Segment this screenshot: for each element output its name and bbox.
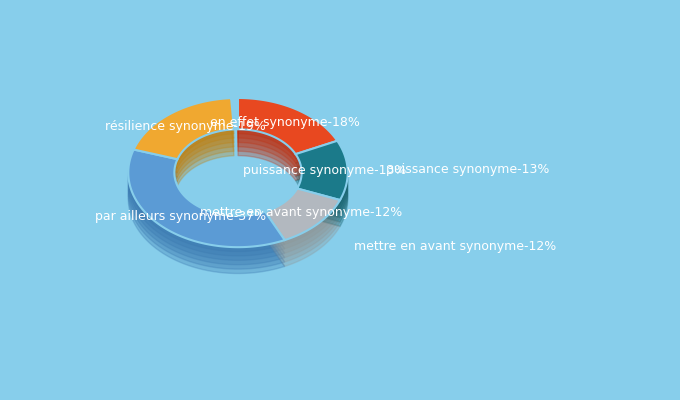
- Polygon shape: [129, 167, 285, 265]
- Polygon shape: [296, 163, 347, 222]
- Polygon shape: [134, 102, 234, 164]
- Polygon shape: [265, 206, 340, 258]
- Polygon shape: [129, 163, 285, 260]
- Polygon shape: [265, 215, 340, 266]
- Text: mettre en avant synonyme-12%: mettre en avant synonyme-12%: [200, 206, 403, 220]
- Polygon shape: [129, 172, 285, 269]
- Polygon shape: [296, 167, 347, 226]
- Polygon shape: [265, 193, 340, 244]
- Polygon shape: [238, 116, 337, 172]
- Polygon shape: [134, 98, 234, 159]
- Polygon shape: [296, 145, 347, 204]
- Polygon shape: [296, 158, 347, 218]
- Polygon shape: [265, 188, 340, 240]
- Polygon shape: [129, 176, 285, 274]
- Polygon shape: [296, 141, 347, 200]
- Polygon shape: [129, 154, 285, 252]
- Polygon shape: [265, 210, 340, 262]
- Text: mettre en avant synonyme-12%: mettre en avant synonyme-12%: [354, 240, 556, 253]
- Polygon shape: [134, 120, 234, 181]
- Polygon shape: [238, 98, 337, 154]
- Text: résilience synonyme-19%: résilience synonyme-19%: [105, 120, 265, 132]
- Text: puissance synonyme-13%: puissance synonyme-13%: [243, 164, 407, 177]
- Polygon shape: [129, 150, 285, 247]
- Polygon shape: [265, 197, 340, 249]
- Polygon shape: [238, 124, 337, 180]
- Polygon shape: [134, 116, 234, 177]
- Polygon shape: [265, 202, 340, 253]
- Polygon shape: [129, 158, 285, 256]
- Text: par ailleurs synonyme-37%: par ailleurs synonyme-37%: [95, 210, 267, 223]
- Polygon shape: [296, 150, 347, 209]
- Polygon shape: [134, 111, 234, 172]
- Polygon shape: [238, 111, 337, 167]
- Polygon shape: [296, 154, 347, 213]
- Polygon shape: [238, 107, 337, 163]
- Polygon shape: [134, 124, 234, 186]
- Polygon shape: [238, 102, 337, 158]
- Polygon shape: [134, 107, 234, 168]
- Polygon shape: [238, 120, 337, 176]
- Text: puissance synonyme-13%: puissance synonyme-13%: [386, 163, 549, 176]
- Text: en effet synonyme-18%: en effet synonyme-18%: [209, 116, 359, 129]
